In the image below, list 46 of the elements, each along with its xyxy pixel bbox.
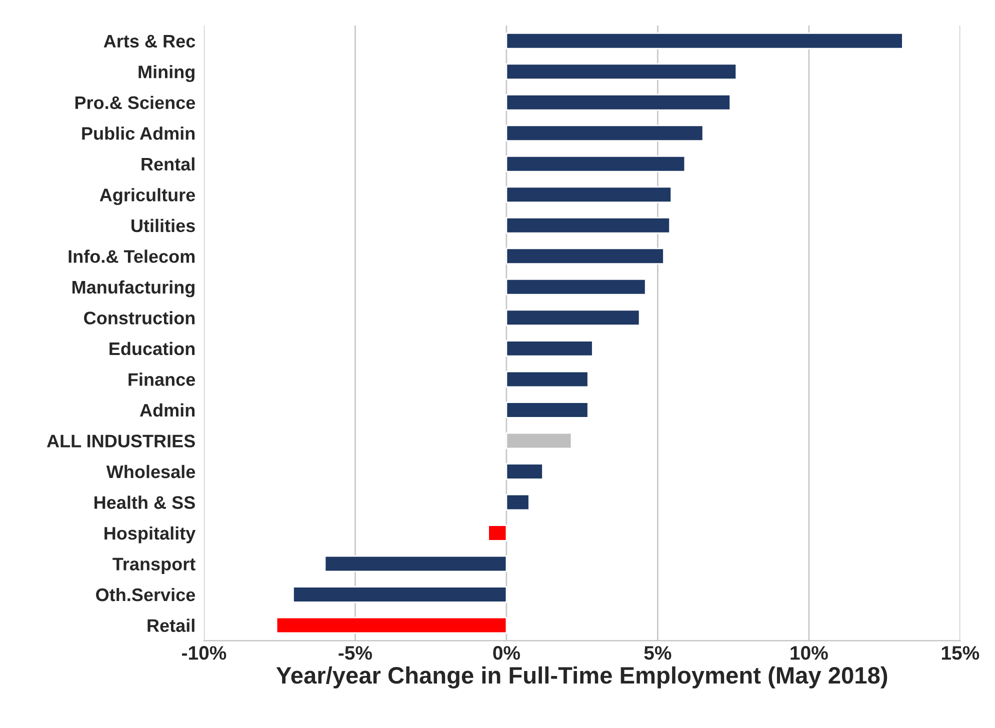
bar xyxy=(276,616,508,634)
y-tick-label: Arts & Rec xyxy=(104,34,196,48)
y-tick-label: ALL INDUSTRIES xyxy=(46,434,195,448)
x-tick-label: -5% xyxy=(338,646,372,660)
y-tick-label: Education xyxy=(110,342,195,356)
bar xyxy=(506,463,544,480)
y-tick-label: Retail xyxy=(148,618,194,632)
y-tick-label: Finance xyxy=(128,372,196,386)
bar xyxy=(506,94,731,111)
x-tick-label: 15% xyxy=(942,646,980,660)
bar xyxy=(506,402,589,418)
bar xyxy=(506,156,686,172)
y-tick-label: Hospitality xyxy=(104,526,196,544)
y-tick-label: Health & SS xyxy=(94,496,195,509)
x-tick-label: 10% xyxy=(790,646,828,660)
bar xyxy=(488,524,508,542)
x-axis-title: Year/year Change in Full-Time Employment (May 2018) xyxy=(276,666,888,689)
y-tick-label: Transport xyxy=(112,558,196,574)
y-tick-label: Construction xyxy=(84,311,195,324)
y-tick-label: Agriculture xyxy=(100,188,196,206)
bar xyxy=(324,555,508,572)
bar xyxy=(506,32,904,50)
x-tick-label: 0% xyxy=(493,646,520,660)
y-tick-label: Oth.Service xyxy=(96,588,196,602)
bar xyxy=(506,217,670,234)
y-tick-label: Public Admin xyxy=(82,126,195,140)
bar xyxy=(506,494,530,511)
y-tick-label: Wholesale xyxy=(106,464,196,478)
bar xyxy=(506,370,589,388)
bar xyxy=(506,186,672,204)
y-tick-label: Manufacturing xyxy=(72,280,194,298)
y-tick-label: Rental xyxy=(142,157,194,171)
bar xyxy=(506,278,646,296)
bar xyxy=(292,586,508,603)
y-tick-label: Admin xyxy=(140,403,195,417)
bar xyxy=(506,309,640,326)
bar xyxy=(506,124,704,142)
bar xyxy=(506,248,664,265)
y-tick-label: Pro.& Science xyxy=(75,96,196,110)
x-tick-label: 5% xyxy=(644,646,672,660)
x-tick-label: -10% xyxy=(182,646,226,660)
y-tick-label: Info.& Telecom xyxy=(68,250,195,263)
y-tick-label: Utilities xyxy=(132,218,195,232)
bar xyxy=(506,63,738,80)
bar xyxy=(506,340,594,357)
y-tick-label: Mining xyxy=(138,65,194,82)
